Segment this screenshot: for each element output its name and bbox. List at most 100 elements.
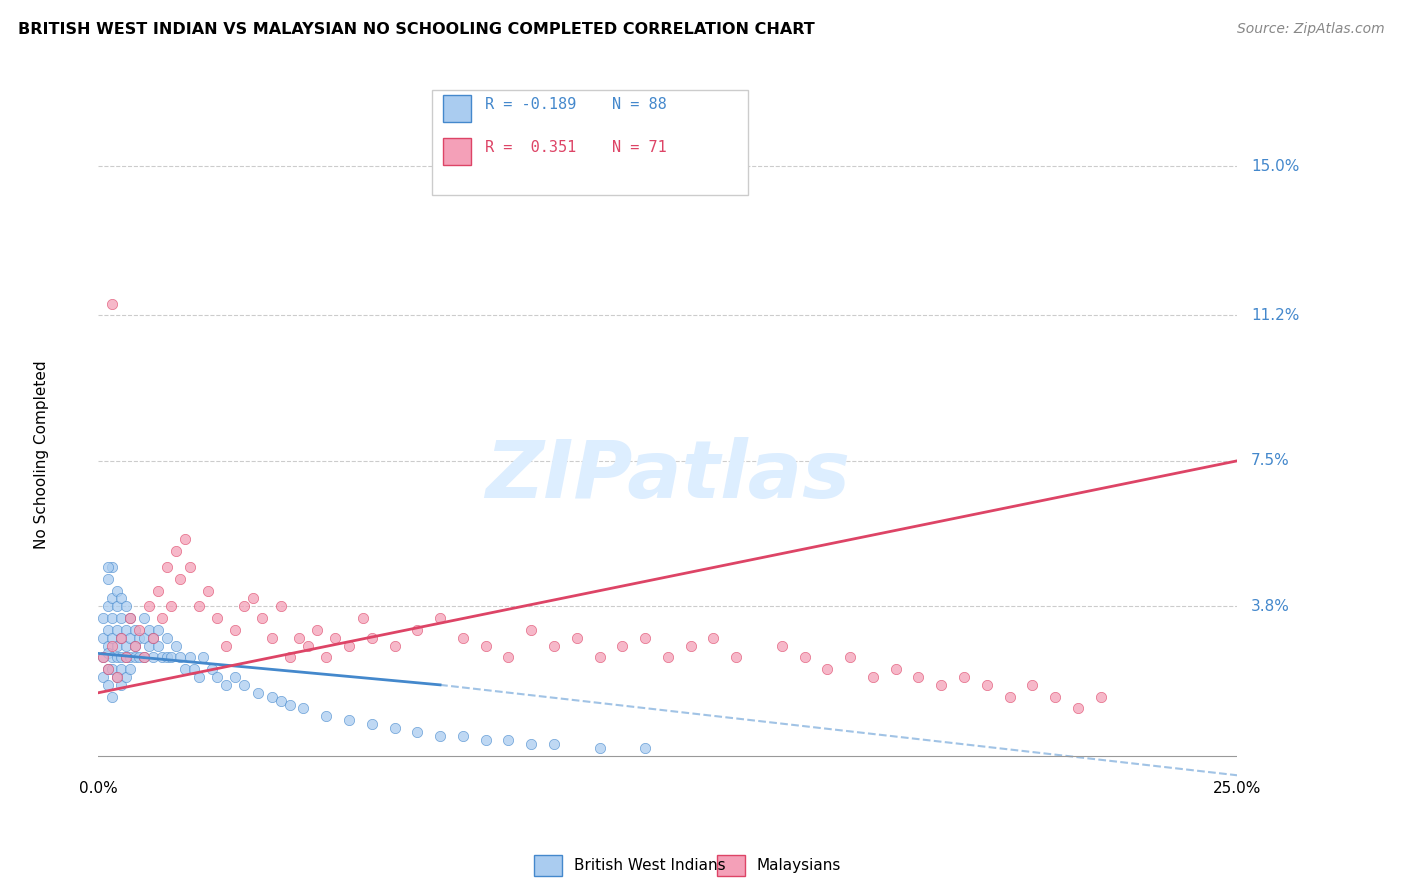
Point [929,678,952,692]
Point [101,631,124,645]
Point [142,631,165,645]
Point [101,591,124,606]
Point [91,611,114,625]
Point [110,631,132,645]
Point [110,631,132,645]
Point [565,631,588,645]
Point [169,572,191,586]
Point [150,611,173,625]
Point [242,591,264,606]
Point [120,662,142,676]
Point [165,544,187,558]
Point [165,639,187,653]
Text: BRITISH WEST INDIAN VS MALAYSIAN NO SCHOOLING COMPLETED CORRELATION CHART: BRITISH WEST INDIAN VS MALAYSIAN NO SCHO… [18,22,815,37]
Point [138,639,160,653]
Point [96,639,118,653]
Point [124,639,146,653]
Point [96,623,118,637]
Point [406,725,429,739]
Point [183,662,205,676]
Point [101,296,124,310]
Point [702,631,724,645]
Point [174,533,197,547]
Point [105,623,128,637]
Point [839,650,862,665]
Point [315,650,337,665]
Point [114,650,136,665]
Point [160,650,183,665]
Point [150,650,173,665]
Point [725,650,748,665]
Point [174,662,197,676]
Point [543,639,565,653]
Text: 15.0%: 15.0% [1251,159,1299,174]
Point [96,647,118,661]
Text: 3.8%: 3.8% [1251,599,1291,614]
Point [252,611,274,625]
Point [193,650,215,665]
Point [246,686,269,700]
Point [110,611,132,625]
Point [323,631,346,645]
Point [793,650,815,665]
Point [953,670,976,684]
Point [976,678,998,692]
Point [105,670,128,684]
Point [307,623,329,637]
Point [187,599,209,614]
Text: 7.5%: 7.5% [1251,453,1289,468]
Point [451,729,474,743]
Point [297,639,319,653]
Point [101,662,124,676]
Point [337,639,360,653]
Point [101,560,124,574]
Point [138,623,160,637]
Text: 11.2%: 11.2% [1251,308,1299,323]
Point [270,599,292,614]
Point [110,650,132,665]
Point [520,623,543,637]
Point [156,560,179,574]
Point [451,631,474,645]
Text: ZIPatlas: ZIPatlas [485,437,851,515]
Text: No Schooling Completed: No Schooling Completed [34,360,49,549]
Point [110,678,132,692]
Point [101,690,124,704]
Point [128,623,150,637]
Point [146,623,169,637]
Point [114,599,136,614]
Point [384,639,406,653]
Point [120,650,142,665]
Point [474,732,496,747]
Point [96,599,118,614]
Point [233,599,256,614]
Point [205,670,228,684]
Point [634,631,657,645]
Point [132,650,155,665]
Point [124,623,146,637]
Text: N = 88: N = 88 [612,97,666,112]
Point [884,662,907,676]
Point [114,650,136,665]
Point [105,583,128,598]
Point [146,583,169,598]
Point [224,670,246,684]
Point [429,729,451,743]
Point [105,670,128,684]
Point [160,599,183,614]
Point [96,572,118,586]
Point [634,740,657,755]
Point [120,611,142,625]
Point [132,631,155,645]
Point [770,639,793,653]
Text: N = 71: N = 71 [612,140,666,154]
Point [142,631,165,645]
Text: British West Indians: British West Indians [574,858,725,872]
Point [96,678,118,692]
Point [498,650,520,665]
Point [1090,690,1112,704]
Point [360,717,382,731]
Point [105,599,128,614]
Point [292,701,315,715]
Point [907,670,929,684]
